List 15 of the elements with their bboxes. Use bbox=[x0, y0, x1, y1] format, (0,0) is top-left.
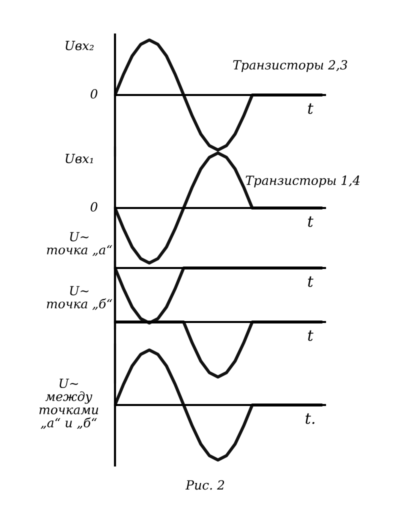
y-axis-title: U~ точка „б“ bbox=[46, 286, 112, 310]
y-axis-title: U~ точка „а“ bbox=[46, 232, 112, 256]
y-axis-title: Uвх₂ bbox=[66, 40, 94, 50]
x-axis-title: t. bbox=[306, 413, 314, 424]
x-axis-title: t bbox=[308, 216, 314, 227]
annotation: Транзисторы 1,4 bbox=[246, 176, 360, 188]
text: 0 bbox=[90, 202, 98, 212]
x-axis-title: t bbox=[308, 276, 314, 287]
text: 0 bbox=[90, 89, 98, 99]
annotation: Транзисторы 2,3 bbox=[233, 60, 348, 72]
x-axis-title: t bbox=[308, 330, 314, 341]
text: Рис. 2 bbox=[185, 480, 224, 490]
y-axis-title: Uвх₁ bbox=[66, 154, 93, 164]
y-axis-title: U~ между точками „а“ и „б“ bbox=[39, 378, 98, 429]
x-axis-title: t bbox=[308, 103, 314, 114]
